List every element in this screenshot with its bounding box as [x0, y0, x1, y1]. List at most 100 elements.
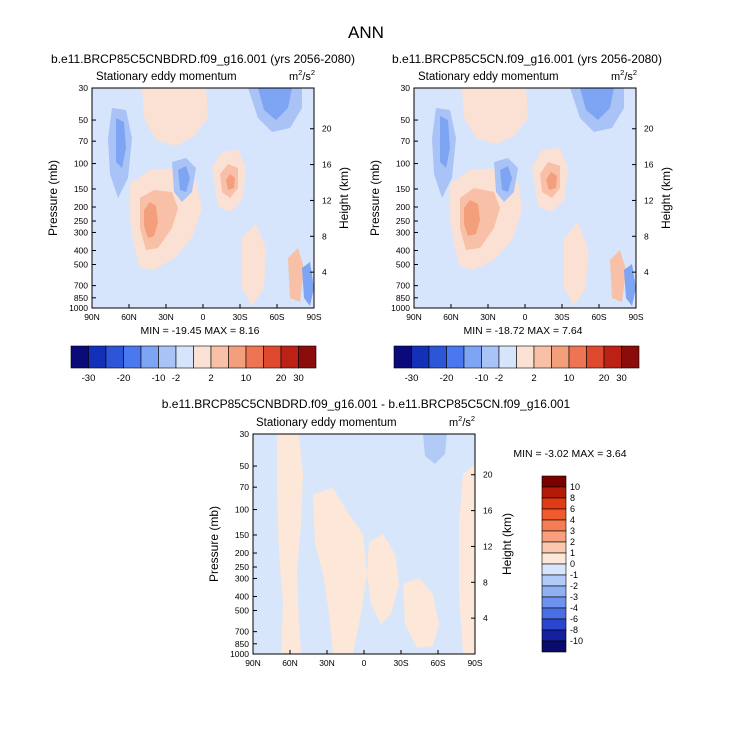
panel-2: b.e11.BRCP85C5CN.f09_g16.001 (yrs 2056-2… — [368, 52, 673, 337]
panel-3-units: m2/s2 — [449, 414, 475, 429]
panel-3-y-tick-label: 300 — [235, 573, 249, 583]
panel-3-y-tick-label: 400 — [235, 592, 249, 602]
panel-3-colorbar-swatch — [541, 640, 567, 653]
panel-2-positive-equator-max — [546, 172, 557, 190]
panel-1-colorbar-label: 10 — [241, 373, 252, 384]
panel-2-y-tick-label: 70 — [401, 136, 411, 146]
panel-1-positive-lower — [242, 224, 266, 306]
panel-3-y-tick-label: 250 — [235, 562, 249, 572]
panel-1-y-tick-label: 50 — [79, 115, 89, 125]
panel-3-positive-band-nh — [277, 434, 303, 654]
panel-1-ylabel-right: Height (km) — [337, 167, 351, 229]
panel-1-colorbar-label: 20 — [276, 373, 287, 384]
panel-3: b.e11.BRCP85C5CNBDRD.f09_g16.001 - b.e11… — [162, 397, 627, 655]
panel-3-colorbar-swatch — [541, 574, 567, 587]
panel-2-colorbar-label: -10 — [475, 373, 489, 384]
panel-1-colorbar-swatch — [158, 345, 177, 369]
panel-2-colorbar-swatch — [603, 345, 622, 369]
panel-2-colorbar-label: -20 — [440, 373, 454, 384]
panel-3-positive-band-polar — [459, 464, 475, 654]
panel-3-stats: MIN = -3.02 MAX = 3.64 — [513, 448, 626, 460]
panel-2-x-tick-label: 90S — [628, 312, 643, 322]
panel-3-y-tick-label: 200 — [235, 548, 249, 558]
panel-3-y-tick-label: 100 — [235, 505, 249, 515]
panel-3-x-tick-label: 60N — [282, 658, 298, 668]
panel-2-stats: MIN = -18.72 MAX = 7.64 — [463, 325, 582, 337]
panel-2-colorbar-swatch — [481, 345, 500, 369]
panel-2-colorbar-swatch — [621, 345, 640, 369]
panel-3-colorbar-label: -10 — [570, 636, 583, 646]
panel-1-y-tick-label: 30 — [79, 83, 89, 93]
panel-1-colorbar-swatch — [193, 345, 212, 369]
panel-1-colorbar-label: 30 — [293, 373, 304, 384]
panel-2-y-tick-label: 100 — [396, 159, 410, 169]
panel-1-y-tick-label-right: 16 — [322, 160, 332, 170]
panel-1-positive-strip-upper — [142, 88, 208, 146]
panel-2-y-tick-label: 1000 — [391, 303, 410, 313]
panel-2-x-tick-label: 30N — [480, 312, 496, 322]
panel-1-colorbar-swatch — [210, 345, 229, 369]
panel-3-ylabel: Pressure (mb) — [207, 506, 221, 582]
panel-3-y-tick-label-right: 20 — [483, 470, 493, 480]
panel-1-colorbar-swatch — [123, 345, 142, 369]
panel-2-colorbar-swatch — [568, 345, 587, 369]
panel-3-colorbar-swatch — [541, 530, 567, 543]
panel-1-colorbar-label: -30 — [82, 373, 96, 384]
panel-3-colorbar-label: -8 — [570, 625, 578, 635]
panel-1-y-tick-label: 100 — [74, 159, 88, 169]
panel-1-y-tick-label: 700 — [74, 281, 88, 291]
panel-3-positive-band-mid — [367, 534, 399, 624]
panel-3-y-tick-label-right: 16 — [483, 506, 493, 516]
panel-1-positive-sh — [288, 248, 304, 302]
panel-3-x-tick-label: 30S — [393, 658, 408, 668]
panel-3-y-tick-label: 70 — [240, 482, 250, 492]
panel-2-x-tick-label: 0 — [523, 312, 528, 322]
panel-3-positive-band-tropics — [313, 488, 367, 654]
panel-1-colorbar-swatch — [263, 345, 282, 369]
panel-2-negative-surface — [624, 264, 636, 306]
panel-1-x-tick-label: 0 — [201, 312, 206, 322]
panel-2-y-tick-label: 200 — [396, 202, 410, 212]
panel-2-y-tick-label: 500 — [396, 260, 410, 270]
panel-1-subtitle: Stationary eddy momentum — [96, 71, 237, 83]
panel-3-colorbar-label: -4 — [570, 603, 578, 613]
panel-2-ylabel: Pressure (mb) — [368, 160, 382, 236]
panel-1-title: b.e11.BRCP85C5CNBDRD.f09_g16.001 (yrs 20… — [51, 52, 355, 66]
panel-2-y-tick-label: 300 — [396, 227, 410, 237]
panel-2-x-tick-label: 60N — [443, 312, 459, 322]
panel-1-colorbar-swatch — [105, 345, 124, 369]
panel-2-ylabel-right: Height (km) — [659, 167, 673, 229]
panel-1-colorbar-label: 2 — [208, 373, 213, 384]
panel-1-ylabel: Pressure (mb) — [46, 160, 60, 236]
panel-3-y-tick-label: 150 — [235, 530, 249, 540]
panel-2-positive-lower — [564, 222, 588, 306]
panel-3-colorbar-swatch — [541, 596, 567, 609]
panel-2-colorbar-swatch — [551, 345, 570, 369]
panel-3-colorbar-swatch — [541, 585, 567, 598]
panel-1-stats: MIN = -19.45 MAX = 8.16 — [140, 325, 259, 337]
panel-2-negative-tropics-core — [500, 166, 512, 192]
panel-3-plot-area — [252, 433, 476, 655]
panel-2-y-tick-label: 50 — [401, 115, 411, 125]
panel-2-x-tick-label: 30S — [554, 312, 569, 322]
panel-2-y-tick-label-right: 20 — [644, 124, 654, 134]
panel-2-colorbar-label: 30 — [616, 373, 627, 384]
panel-1-x-tick-label: 90S — [306, 312, 321, 322]
panel-3-x-tick-label: 30N — [319, 658, 335, 668]
panel-1-plot-area — [91, 87, 315, 309]
panel-1: b.e11.BRCP85C5CNBDRD.f09_g16.001 (yrs 20… — [46, 52, 355, 337]
panel-3-colorbar-swatch — [541, 552, 567, 565]
panel-3-colorbar-label: 3 — [570, 526, 575, 536]
panel-3-ylabel-right: Height (km) — [500, 513, 514, 575]
panel-2-positive-strip-upper — [462, 88, 528, 144]
panel-1-colorbar-swatch — [88, 345, 107, 369]
panel-3-x-tick-label: 0 — [362, 658, 367, 668]
panel-3-colorbar-label: -3 — [570, 592, 578, 602]
panel-1-y-tick-label: 1000 — [69, 303, 88, 313]
panel-1-colorbar-swatch — [298, 345, 317, 369]
panel-1-negative-tropics-core — [178, 166, 190, 192]
panel-2-subtitle: Stationary eddy momentum — [418, 71, 559, 83]
panel-3-y-tick-label-right: 4 — [483, 613, 488, 623]
panel-2-x-tick-label: 90N — [406, 312, 422, 322]
